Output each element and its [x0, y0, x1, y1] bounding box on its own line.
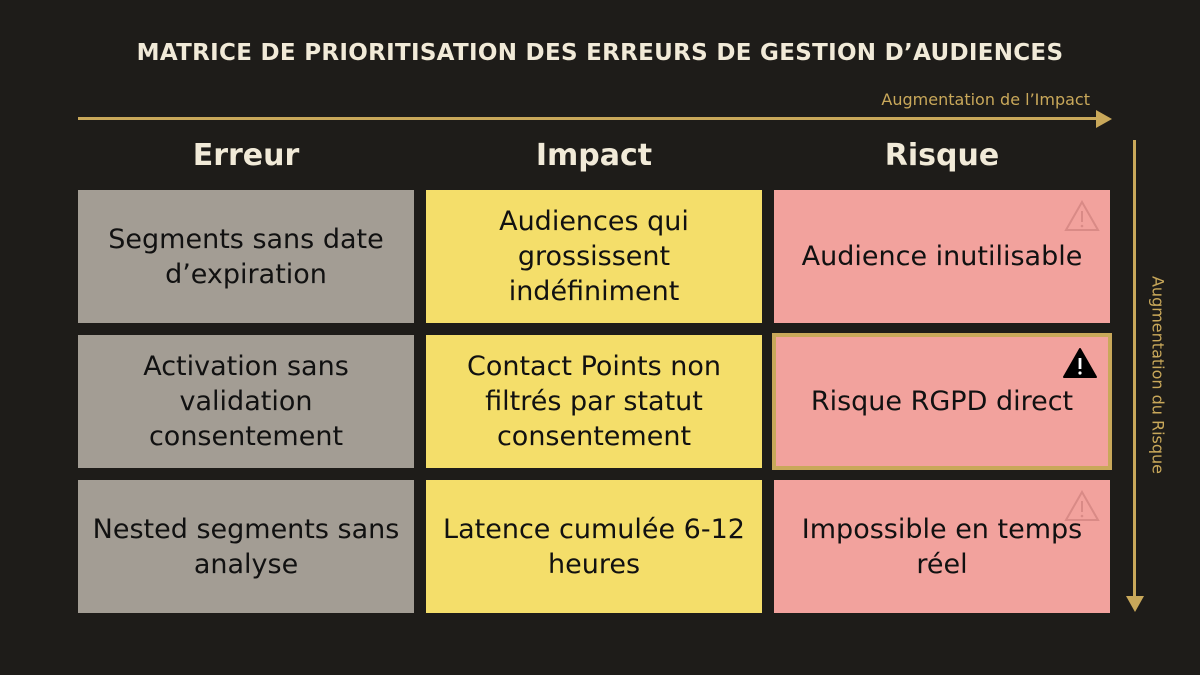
arrow-down-icon	[1126, 596, 1144, 612]
cell-impact: Audiences qui grossissent indéfiniment	[426, 190, 762, 323]
cell-risque-text: Risque RGPD direct	[810, 386, 1074, 417]
impact-axis-line	[78, 117, 1100, 120]
warning-outline-icon	[1064, 200, 1100, 231]
risk-axis-label: Augmentation du Risque	[1148, 275, 1168, 475]
header-erreur: Erreur	[192, 138, 300, 173]
cell-impact: Latence cumulée 6-12 heures	[426, 480, 762, 613]
cell-risque-text: Impossible en temps réel	[801, 513, 1083, 580]
cell-erreur: Segments sans date d’expiration	[78, 190, 414, 323]
cell-risque-text: Audience inutilisable	[801, 241, 1083, 272]
cell-risque: Audience inutilisable	[774, 190, 1110, 323]
cell-risque: Impossible en temps réel	[774, 480, 1110, 613]
cell-impact: Contact Points non filtrés par statut co…	[426, 335, 762, 468]
warning-filled-icon	[1063, 348, 1097, 378]
impact-axis-label: Augmentation de l’Impact	[881, 90, 1090, 109]
cell-risque-highlighted: Risque RGPD direct	[772, 333, 1112, 470]
risk-axis-line	[1133, 140, 1136, 600]
warning-outline-icon	[1064, 490, 1100, 521]
header-risque: Risque	[884, 138, 1000, 173]
cell-erreur: Activation sans validation consentement	[78, 335, 414, 468]
arrow-right-icon	[1096, 110, 1112, 128]
page-title: MATRICE DE PRIORITISATION DES ERREURS DE…	[136, 40, 1064, 66]
cell-erreur: Nested segments sans analyse	[78, 480, 414, 613]
header-impact: Impact	[535, 138, 653, 173]
